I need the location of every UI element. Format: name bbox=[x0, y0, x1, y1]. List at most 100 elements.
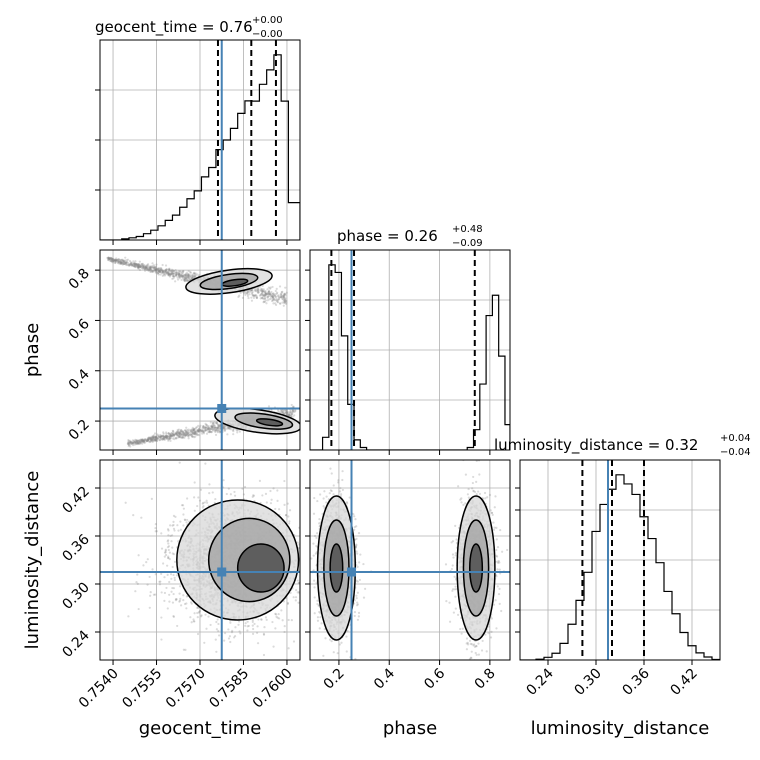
sample-point bbox=[183, 278, 186, 282]
sample-point bbox=[176, 428, 179, 432]
sample-point bbox=[178, 274, 181, 278]
sample-point bbox=[232, 433, 235, 436]
sample-point bbox=[181, 272, 184, 275]
sample-point bbox=[152, 438, 155, 441]
sample-point bbox=[234, 626, 237, 629]
sample-point bbox=[166, 546, 170, 549]
sample-point bbox=[140, 516, 143, 519]
sample-point bbox=[119, 262, 122, 265]
sample-point bbox=[177, 273, 180, 276]
sample-point bbox=[227, 426, 230, 430]
sample-point bbox=[193, 433, 196, 436]
sample-point bbox=[192, 432, 195, 435]
sample-point bbox=[158, 436, 162, 439]
sample-point bbox=[187, 431, 190, 434]
sample-point bbox=[264, 296, 267, 300]
sample-point bbox=[189, 601, 193, 604]
sample-point bbox=[293, 410, 296, 413]
sample-point bbox=[311, 567, 313, 569]
sample-point bbox=[115, 260, 118, 263]
sample-point bbox=[306, 530, 308, 532]
sample-point bbox=[149, 268, 152, 271]
sample-point bbox=[260, 618, 263, 621]
sample-point bbox=[254, 289, 258, 292]
sample-point bbox=[141, 439, 144, 442]
sample-point bbox=[184, 433, 188, 437]
sample-point bbox=[282, 294, 285, 297]
sample-point bbox=[197, 424, 200, 427]
sample-point bbox=[142, 439, 145, 443]
sample-point bbox=[161, 269, 164, 273]
sample-point bbox=[166, 272, 169, 275]
sample-point bbox=[185, 276, 188, 280]
sample-point bbox=[210, 425, 214, 428]
sample-point bbox=[140, 262, 144, 266]
sample-point bbox=[166, 270, 169, 274]
sample-point bbox=[115, 259, 119, 262]
sample-point bbox=[128, 441, 131, 444]
sample-point bbox=[185, 274, 188, 277]
sample-point bbox=[282, 411, 285, 415]
sample-point bbox=[154, 437, 157, 440]
sample-point bbox=[194, 272, 197, 275]
sample-point bbox=[146, 264, 149, 267]
sample-point bbox=[276, 298, 279, 302]
sample-point bbox=[154, 268, 158, 271]
sample-point bbox=[284, 286, 287, 289]
sample-point bbox=[151, 266, 154, 269]
sample-point bbox=[274, 302, 277, 305]
sample-point bbox=[272, 296, 275, 299]
sample-point bbox=[150, 439, 153, 442]
sample-point bbox=[160, 616, 163, 619]
sample-point bbox=[267, 286, 270, 289]
sample-point bbox=[206, 428, 210, 431]
sample-point bbox=[131, 439, 135, 442]
sample-point bbox=[162, 437, 165, 440]
sample-point bbox=[164, 270, 167, 273]
sample-point bbox=[136, 265, 140, 268]
sample-point bbox=[108, 257, 111, 260]
sample-point bbox=[222, 429, 225, 432]
sample-point bbox=[172, 274, 175, 277]
sample-point bbox=[186, 273, 190, 276]
sample-point bbox=[160, 269, 163, 272]
sample-point bbox=[129, 441, 132, 444]
sample-point bbox=[150, 435, 153, 438]
sample-point bbox=[153, 439, 156, 442]
sample-point bbox=[215, 421, 219, 425]
sample-point bbox=[208, 491, 211, 495]
sample-point bbox=[168, 433, 172, 436]
sample-point bbox=[168, 267, 171, 270]
sample-point bbox=[206, 426, 209, 429]
sample-point bbox=[256, 290, 259, 293]
sample-point bbox=[162, 270, 165, 273]
sample-point bbox=[110, 258, 113, 261]
sample-point bbox=[152, 438, 155, 441]
sample-point bbox=[168, 551, 171, 554]
sample-point bbox=[184, 648, 187, 651]
sample-point bbox=[256, 286, 259, 290]
sample-point bbox=[150, 266, 153, 269]
sample-point bbox=[282, 295, 285, 298]
sample-point bbox=[208, 430, 211, 433]
sample-point bbox=[165, 268, 168, 271]
sample-point bbox=[254, 293, 257, 297]
sample-point bbox=[157, 267, 160, 270]
sample-point bbox=[126, 442, 130, 446]
sample-point bbox=[270, 290, 273, 294]
sample-point bbox=[135, 263, 138, 266]
sample-point bbox=[118, 262, 122, 265]
sample-point bbox=[192, 620, 195, 623]
sample-point bbox=[150, 438, 153, 442]
sample-point bbox=[146, 583, 149, 586]
sample-point bbox=[224, 428, 227, 432]
sample-point bbox=[164, 551, 167, 554]
sample-point bbox=[135, 443, 139, 446]
sample-point bbox=[208, 431, 211, 434]
sample-point bbox=[137, 441, 140, 444]
sample-point bbox=[186, 428, 189, 431]
sample-point bbox=[107, 256, 110, 259]
sample-point bbox=[185, 430, 189, 433]
sample-point bbox=[184, 277, 187, 280]
